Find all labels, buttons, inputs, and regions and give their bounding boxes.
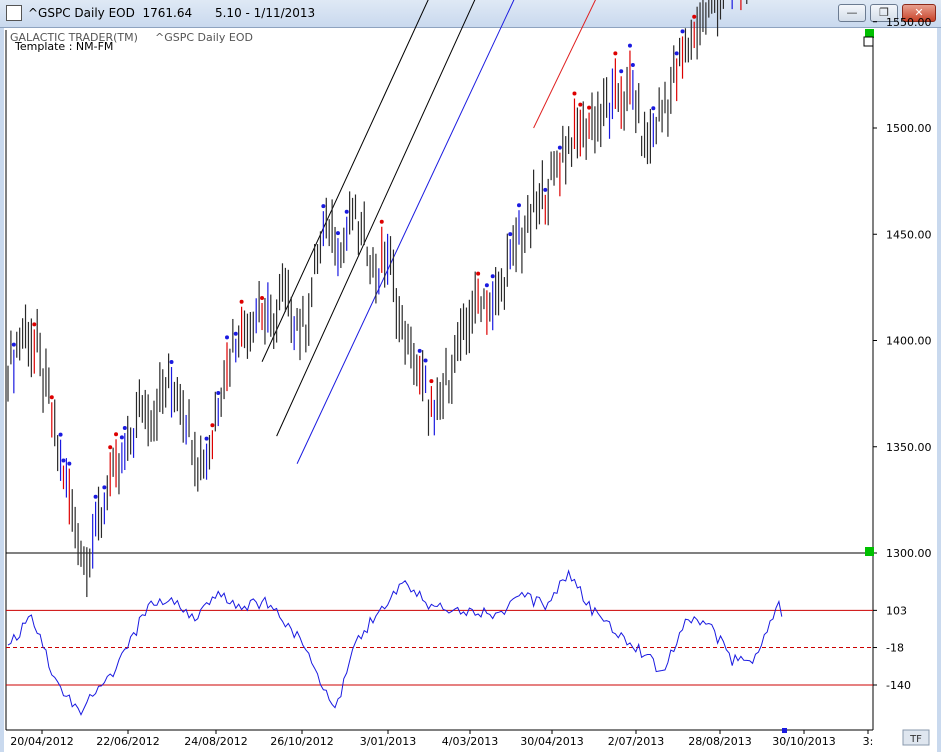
indicator-panel: 103 -18 -140 — [6, 569, 911, 716]
channel-lines — [261, 0, 596, 464]
time-tick-label: 30/10/2013 — [772, 735, 835, 748]
signal-dot — [692, 14, 697, 19]
signal-dot — [619, 69, 624, 74]
signal-dot — [58, 432, 63, 437]
time-tick-label: 20/04/2012 — [10, 735, 73, 748]
signal-dot — [93, 494, 98, 499]
signal-dot — [627, 43, 632, 48]
time-tick-label: 22/06/2012 — [96, 735, 159, 748]
chart-template: Template : NM-FM — [14, 40, 113, 53]
price-tick-label: 1350.00 — [886, 441, 932, 454]
signal-dot — [239, 299, 244, 304]
signal-dot — [680, 29, 685, 34]
tf-badge[interactable]: TF — [909, 734, 922, 745]
signal-dot — [423, 358, 428, 363]
signal-dot — [344, 209, 349, 214]
tf-badge-box[interactable] — [902, 729, 930, 746]
signal-dot — [674, 51, 679, 56]
signal-dot — [651, 106, 656, 111]
channel-lower-blue — [296, 0, 515, 464]
price-tick-label: 1500.00 — [886, 122, 932, 135]
green-marker-top[interactable] — [865, 29, 874, 38]
price-bars — [7, 0, 748, 598]
signal-dot — [417, 348, 422, 353]
time-tick-label: 24/08/2012 — [184, 735, 247, 748]
signal-dot — [225, 335, 229, 340]
signal-dot — [61, 458, 66, 463]
signal-dot — [578, 102, 583, 107]
window-title: ^GSPC Daily EOD 1761.64 5.10 - 1/11/2013 — [28, 6, 316, 20]
signal-dot — [484, 283, 489, 288]
signal-dot — [613, 51, 618, 56]
indicator-line — [7, 569, 783, 716]
signal-dot — [108, 445, 113, 450]
time-tick-label: 30/04/2013 — [520, 735, 583, 748]
green-marker-divider[interactable] — [865, 547, 874, 556]
chart-frame — [0, 28, 941, 752]
window-titlebar: ^GSPC Daily EOD 1761.64 5.10 - 1/11/2013… — [0, 0, 941, 28]
signal-dot — [169, 360, 174, 365]
time-tick-label: 28/08/2013 — [688, 735, 751, 748]
signal-dot — [210, 423, 215, 428]
price-axis: 1300.00 1350.00 1400.00 1450.00 1500.00 1550.… — [873, 16, 932, 560]
signal-dot — [490, 274, 495, 279]
signal-dot — [32, 322, 37, 327]
chart-app-icon[interactable] — [6, 5, 22, 21]
time-tick-label: 26/10/2012 — [270, 735, 333, 748]
signal-dot — [11, 342, 16, 347]
signal-dot — [335, 231, 340, 236]
signal-dot — [429, 379, 434, 384]
time-axis: 20/04/2012 22/06/2012 24/08/2012 26/10/2012… — [6, 729, 874, 748]
signal-dot — [204, 436, 209, 441]
chart-brand: GALACTIC TRADER(TM) — [10, 31, 138, 44]
signal-dot — [321, 204, 326, 209]
minimize-button[interactable]: — — [838, 4, 866, 22]
price-tick-label: 1300.00 — [886, 547, 932, 560]
channel-upper-black — [261, 0, 429, 362]
time-tick-label: 4/03/2013 — [442, 735, 498, 748]
price-tick-label: 1450.00 — [886, 228, 932, 241]
trend-line-red — [533, 0, 596, 129]
chart-symbol: ^GSPC Daily EOD — [155, 31, 253, 44]
signal-dot — [114, 432, 119, 437]
price-tick-label: 1400.00 — [886, 335, 932, 348]
indicator-tick-label: 103 — [886, 604, 907, 617]
signal-dot — [233, 331, 238, 336]
cursor-marker — [782, 728, 787, 733]
signal-dot — [543, 187, 548, 192]
signal-dot — [630, 63, 635, 68]
signal-dot — [557, 145, 562, 150]
signal-dot — [119, 435, 124, 440]
time-tick-label: 3: — [863, 735, 874, 748]
channel-mid-black — [276, 0, 476, 437]
close-button[interactable]: ✕ — [902, 4, 936, 22]
indicator-tick-label: -140 — [886, 679, 911, 692]
signal-dot — [260, 295, 265, 300]
price-grid — [5, 30, 874, 730]
signal-dot — [216, 390, 221, 395]
price-tick-label: 1550.00 — [886, 16, 932, 29]
signal-dot — [379, 219, 384, 224]
time-tick-label: 2/07/2013 — [608, 735, 664, 748]
signal-dot — [122, 426, 127, 431]
signal-dot — [67, 461, 72, 466]
signal-dot — [476, 271, 481, 276]
scroll-marker[interactable] — [863, 36, 874, 47]
signal-dot — [102, 485, 107, 490]
signal-dot — [49, 395, 54, 400]
indicator-tick-label: -18 — [886, 642, 904, 655]
signal-dot — [587, 105, 592, 110]
restore-button[interactable]: ❐ — [870, 4, 898, 22]
signal-dot — [572, 91, 577, 96]
signal-dot — [508, 232, 513, 237]
signal-dot — [517, 203, 521, 208]
time-tick-label: 3/01/2013 — [360, 735, 416, 748]
